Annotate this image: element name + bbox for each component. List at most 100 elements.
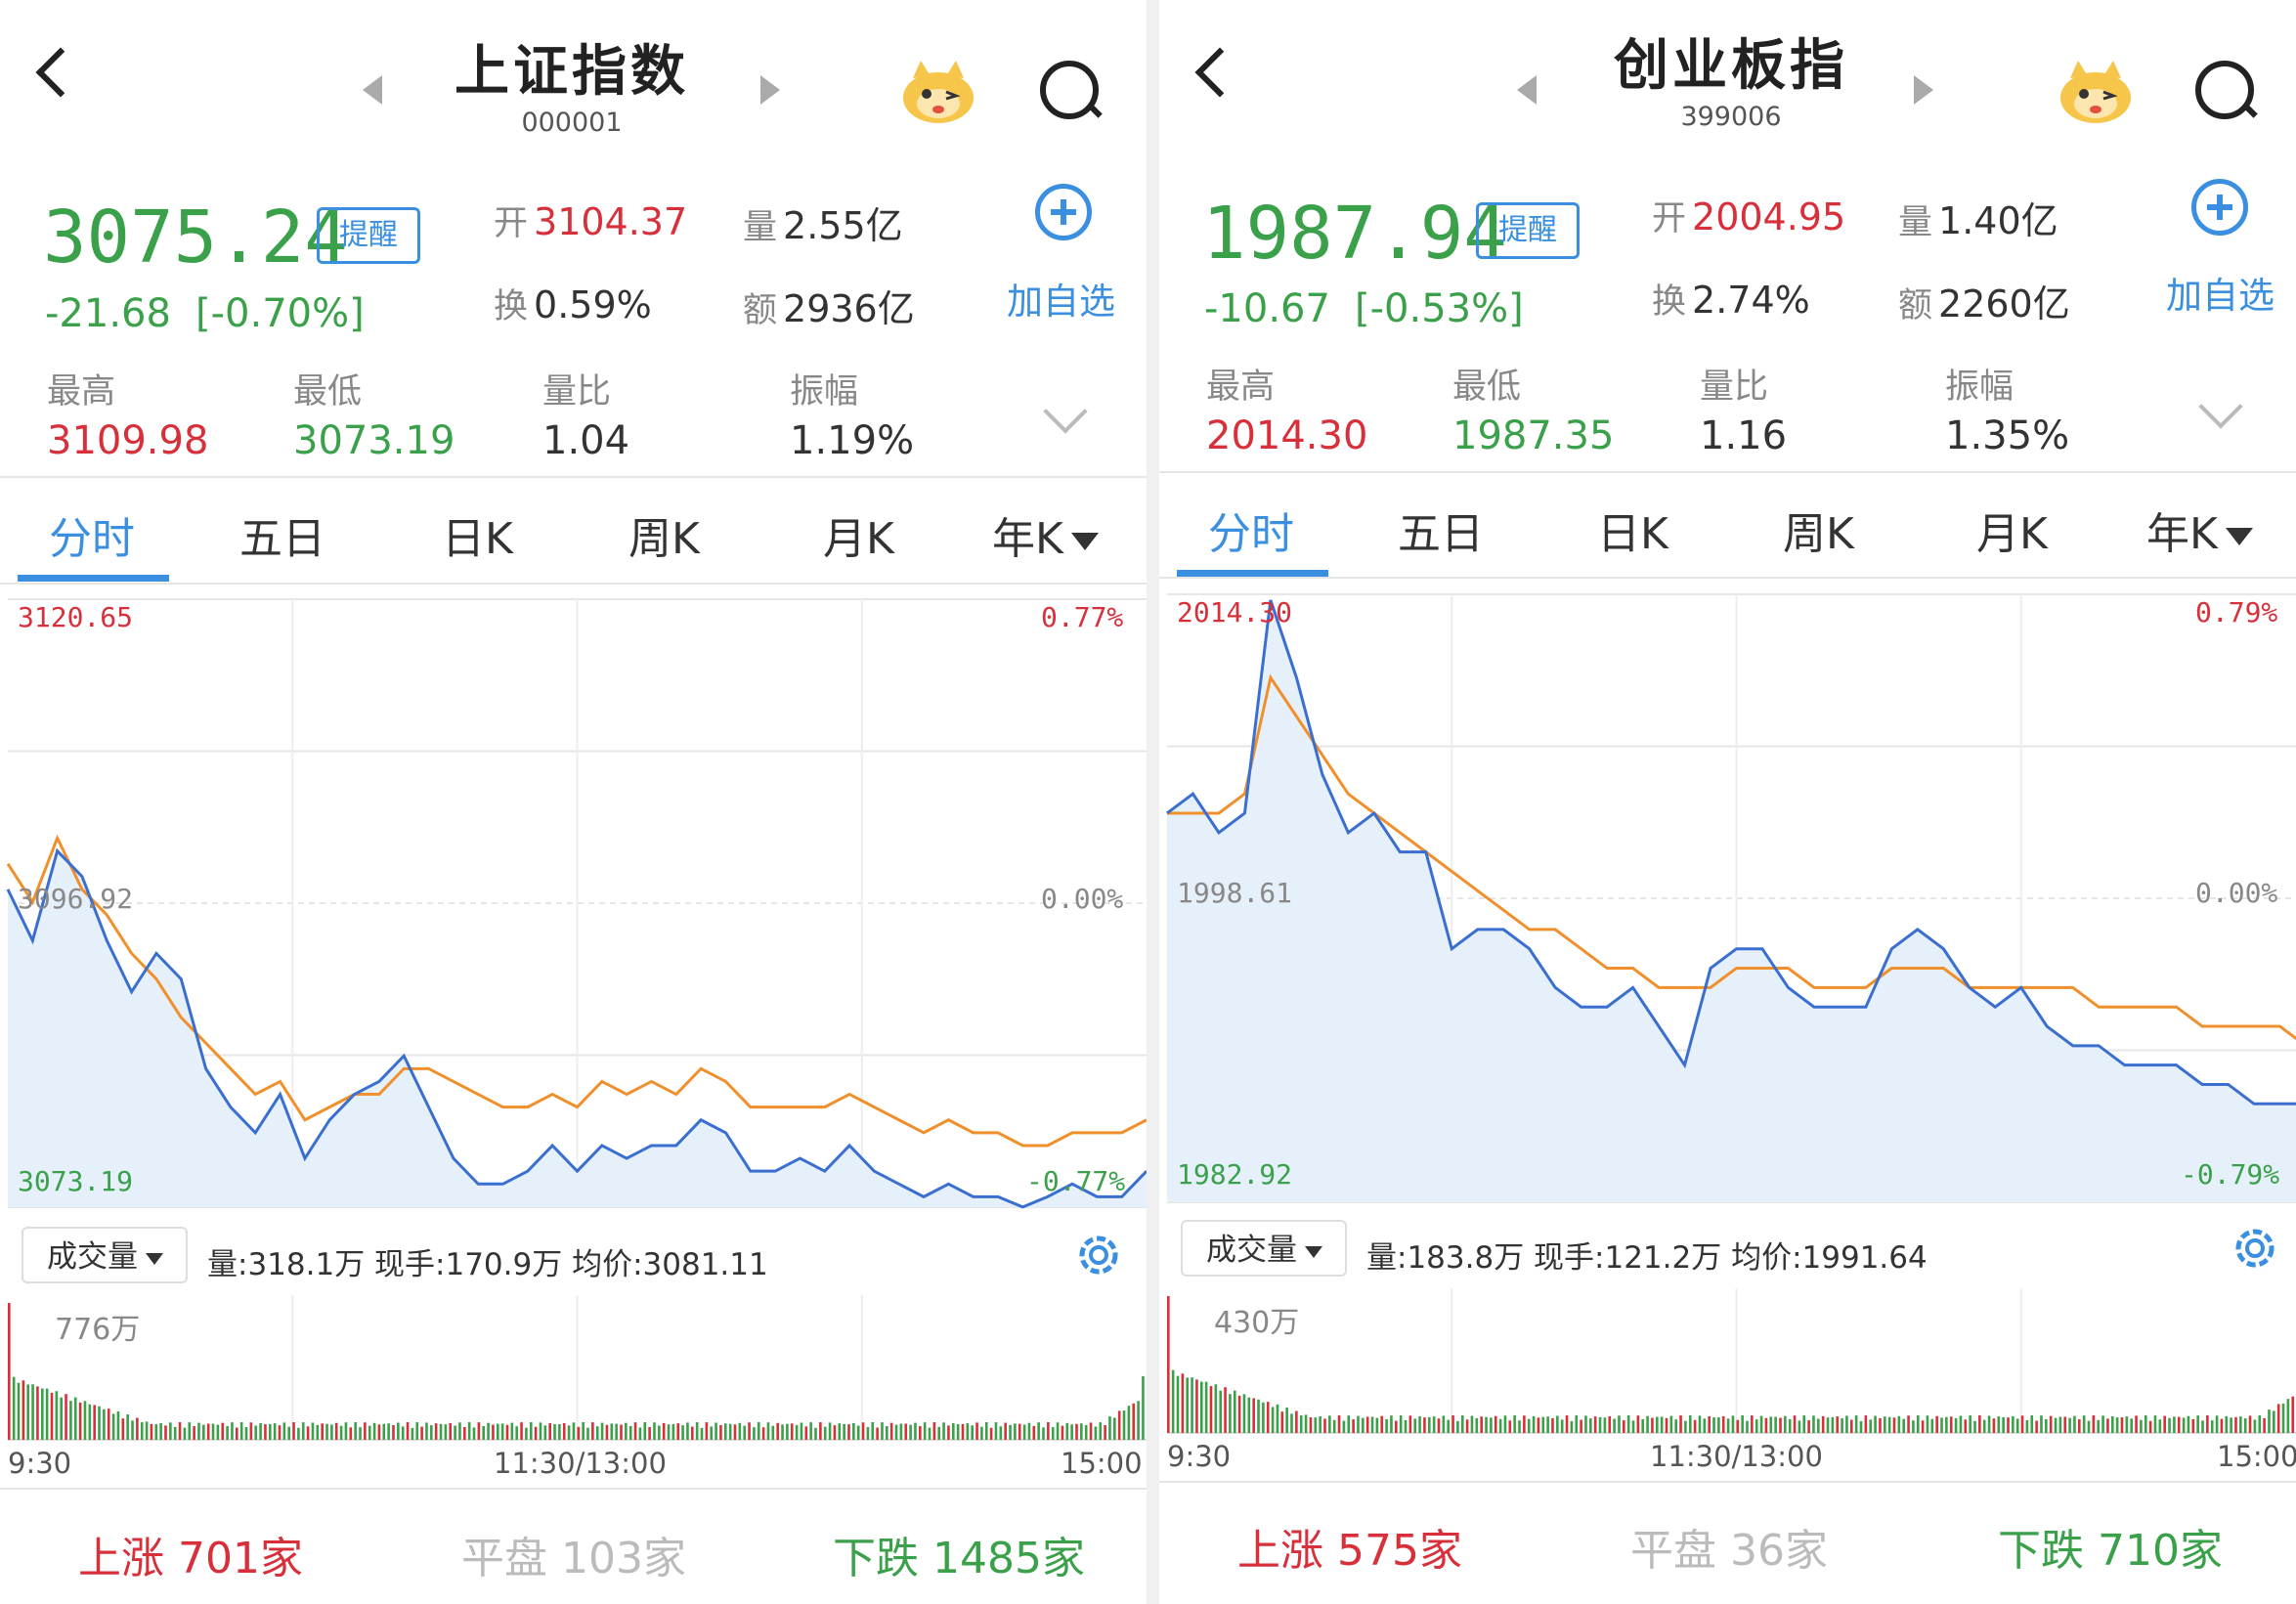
volume-bar <box>273 1423 277 1440</box>
volume-bar <box>1754 1419 1758 1433</box>
volume-bar <box>1362 1417 1365 1433</box>
volume-bar <box>1674 1419 1677 1433</box>
volume-bar <box>1845 1415 1848 1433</box>
volume-bar <box>1191 1377 1193 1433</box>
tab-intraday[interactable]: 分时 <box>1208 509 1294 559</box>
gear-icon[interactable] <box>2230 1223 2280 1274</box>
add-watchlist-label[interactable]: 加自选 <box>2166 275 2274 317</box>
volume-bar <box>980 1426 983 1440</box>
volume-bar <box>1295 1410 1298 1433</box>
volume-bar <box>1921 1420 1925 1433</box>
chevron-down-icon[interactable] <box>1043 389 1088 434</box>
tab-monthly-k[interactable]: 月K <box>1976 509 2048 559</box>
volume-bar <box>790 1423 794 1440</box>
tab-monthly-k[interactable]: 月K <box>823 514 894 564</box>
volume-bar <box>244 1426 248 1440</box>
next-index-icon[interactable] <box>760 75 780 105</box>
volume-ratio-value: 1.04 <box>542 418 630 463</box>
volume-bar <box>1741 1415 1744 1433</box>
search-icon[interactable] <box>2195 61 2254 119</box>
volume-bar <box>2187 1415 2190 1433</box>
gear-icon[interactable] <box>1073 1230 1124 1280</box>
next-index-icon[interactable] <box>1914 75 1933 105</box>
add-watchlist-label[interactable]: 加自选 <box>1007 281 1115 323</box>
volume-bar <box>387 1423 390 1440</box>
volume-bar <box>1195 1379 1198 1433</box>
volume-bar <box>1954 1417 1958 1433</box>
volume-bar <box>434 1423 438 1440</box>
volume-bar <box>415 1422 419 1440</box>
index-title: 创业板指 <box>1614 34 1848 98</box>
volume-bar <box>586 1427 589 1440</box>
volume-bar <box>1357 1415 1360 1433</box>
volume-bar <box>145 1421 149 1440</box>
mascot-icon[interactable] <box>899 57 977 125</box>
intraday-chart[interactable] <box>0 582 1147 1217</box>
chevron-down-icon[interactable] <box>2198 384 2243 429</box>
back-arrow-icon[interactable] <box>1194 47 1245 98</box>
tab-weekly-k[interactable]: 周K <box>1783 509 1854 559</box>
volume-bar <box>2101 1415 2104 1433</box>
volume-bar <box>766 1422 770 1440</box>
volume-bar <box>1537 1417 1540 1433</box>
volume-bar <box>1613 1418 1616 1433</box>
volume-bar <box>2012 1415 2014 1433</box>
volume-bar <box>932 1422 936 1440</box>
remind-button[interactable]: 提醒 <box>317 207 420 264</box>
tab-five-day[interactable]: 五日 <box>239 514 325 564</box>
volume-bar <box>1669 1415 1673 1433</box>
volume-bar <box>1347 1415 1351 1433</box>
volume-bar <box>492 1424 495 1440</box>
volume-bar <box>382 1423 386 1440</box>
volume-bar <box>1508 1420 1512 1433</box>
volume-chart[interactable] <box>0 1295 1147 1442</box>
volume-bar <box>259 1422 262 1440</box>
volume-bar <box>2248 1415 2252 1433</box>
volume-bar <box>1912 1420 1915 1433</box>
time-close: 15:00 <box>2217 1440 2296 1473</box>
volume-bar <box>2002 1416 2005 1433</box>
search-icon[interactable] <box>1040 61 1099 119</box>
tab-weekly-k[interactable]: 周K <box>628 514 700 564</box>
volume-indicator-select[interactable]: 成交量 <box>1181 1220 1347 1277</box>
volume-bar <box>1494 1415 1497 1433</box>
volume-bar <box>1859 1420 1863 1433</box>
amplitude-value: 1.19% <box>790 418 915 463</box>
volume-bar <box>889 1422 893 1440</box>
tab-yearly-k[interactable]: 年K <box>2146 499 2253 561</box>
tab-yearly-k[interactable]: 年K <box>992 503 1099 566</box>
amplitude-label: 振幅 <box>790 372 859 412</box>
volume-bar <box>2239 1416 2242 1433</box>
add-watchlist-icon[interactable] <box>1035 184 1092 240</box>
volume-bar <box>786 1423 789 1440</box>
volume-bar <box>861 1422 865 1440</box>
tab-daily-k[interactable]: 日K <box>1597 509 1668 559</box>
volume-bar <box>2115 1417 2119 1433</box>
back-arrow-icon[interactable] <box>35 47 86 98</box>
tab-intraday[interactable]: 分时 <box>49 514 135 564</box>
volume-bar <box>1460 1415 1464 1433</box>
prev-index-icon[interactable] <box>363 75 382 105</box>
volume-bar <box>1480 1416 1483 1433</box>
intraday-chart[interactable] <box>1159 577 2296 1212</box>
tab-daily-k[interactable]: 日K <box>442 514 513 564</box>
volume-bar <box>88 1404 92 1440</box>
tab-five-day[interactable]: 五日 <box>1398 509 1484 559</box>
volume-bar <box>620 1424 623 1440</box>
volume-bar <box>1736 1419 1740 1433</box>
volume-bar <box>534 1426 538 1440</box>
prev-index-icon[interactable] <box>1517 75 1537 105</box>
volume-bar <box>923 1422 927 1440</box>
volume-indicator-select[interactable]: 成交量 <box>22 1227 188 1283</box>
volume-bar <box>2243 1418 2247 1433</box>
volume-stat: 量 2.55亿 <box>743 204 903 247</box>
mascot-icon[interactable] <box>2057 57 2135 125</box>
volume-bar <box>150 1423 153 1440</box>
remind-button[interactable]: 提醒 <box>1476 202 1580 259</box>
volume-bar <box>1850 1419 1853 1433</box>
volume-bar <box>425 1422 428 1440</box>
volume-chart[interactable] <box>1159 1288 2296 1435</box>
volume-bar <box>2140 1419 2143 1433</box>
volume-bar <box>1447 1419 1450 1433</box>
add-watchlist-icon[interactable] <box>2191 179 2248 236</box>
